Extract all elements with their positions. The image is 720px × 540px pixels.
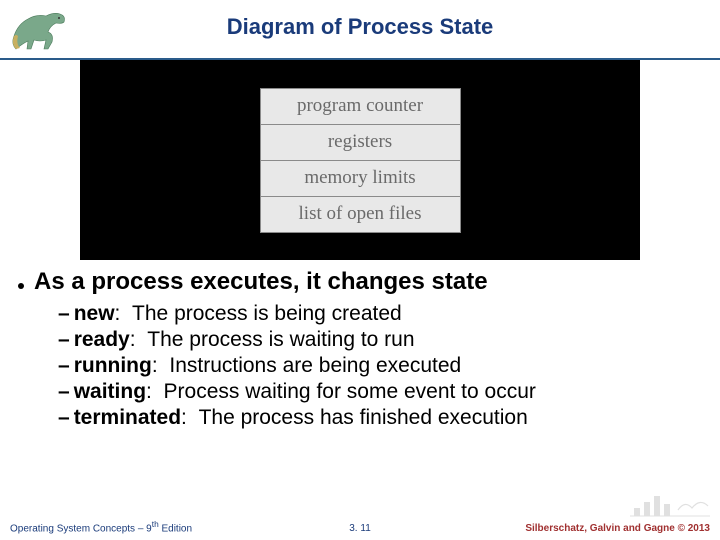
state-desc: Process waiting for some event to occur <box>164 380 536 404</box>
dash-icon: – <box>58 328 70 352</box>
state-name: terminated <box>74 406 181 430</box>
pcb-cell: list of open files <box>260 196 460 232</box>
dash-icon: – <box>58 380 70 404</box>
dinosaur-logo <box>6 4 76 54</box>
colon: : <box>130 328 148 352</box>
dash-icon: – <box>58 354 70 378</box>
footer-left-sup: th <box>152 519 159 529</box>
body-content: As a process executes, it changes state … <box>0 260 720 430</box>
pcb-cell: memory limits <box>260 160 460 196</box>
pcb-figure: program counterregistersmemory limitslis… <box>80 60 640 260</box>
colon: : <box>181 406 199 430</box>
state-name: waiting <box>74 380 146 404</box>
dash-icon: – <box>58 406 70 430</box>
footer-left: Operating System Concepts – 9th Edition <box>10 519 192 534</box>
state-list: –new: The process is being created–ready… <box>58 302 702 430</box>
state-line: –ready: The process is waiting to run <box>58 328 702 352</box>
bullet-main: As a process executes, it changes state <box>18 268 702 296</box>
footer-center: 3. 11 <box>349 523 371 534</box>
state-desc: Instructions are being executed <box>169 354 461 378</box>
colon: : <box>115 302 133 326</box>
footer-left-text: Operating System Concepts – 9 <box>10 523 152 534</box>
state-line: –running: Instructions are being execute… <box>58 354 702 378</box>
dash-icon: – <box>58 302 70 326</box>
state-line: –terminated: The process has finished ex… <box>58 406 702 430</box>
colon: : <box>146 380 164 404</box>
pcb-table: program counterregistersmemory limitslis… <box>260 88 461 233</box>
bullet-dot-icon <box>18 283 24 289</box>
slide-footer: Operating System Concepts – 9th Edition … <box>0 514 720 534</box>
state-name: ready <box>74 328 130 352</box>
figure-area: program counterregistersmemory limitslis… <box>0 60 720 260</box>
state-line: –waiting: Process waiting for some event… <box>58 380 702 404</box>
colon: : <box>152 354 170 378</box>
state-desc: The process is being created <box>132 302 402 326</box>
footer-left-after: Edition <box>159 523 192 534</box>
slide-header: Diagram of Process State <box>0 0 720 60</box>
pcb-cell: registers <box>260 124 460 160</box>
state-desc: The process is waiting to run <box>147 328 414 352</box>
pcb-cell: program counter <box>260 88 460 124</box>
state-name: running <box>74 354 152 378</box>
state-line: –new: The process is being created <box>58 302 702 326</box>
state-desc: The process has finished execution <box>199 406 528 430</box>
bullet-text: As a process executes, it changes state <box>34 268 488 296</box>
slide-title: Diagram of Process State <box>0 0 720 40</box>
footer-right: Silberschatz, Galvin and Gagne © 2013 <box>525 523 710 534</box>
state-name: new <box>74 302 115 326</box>
